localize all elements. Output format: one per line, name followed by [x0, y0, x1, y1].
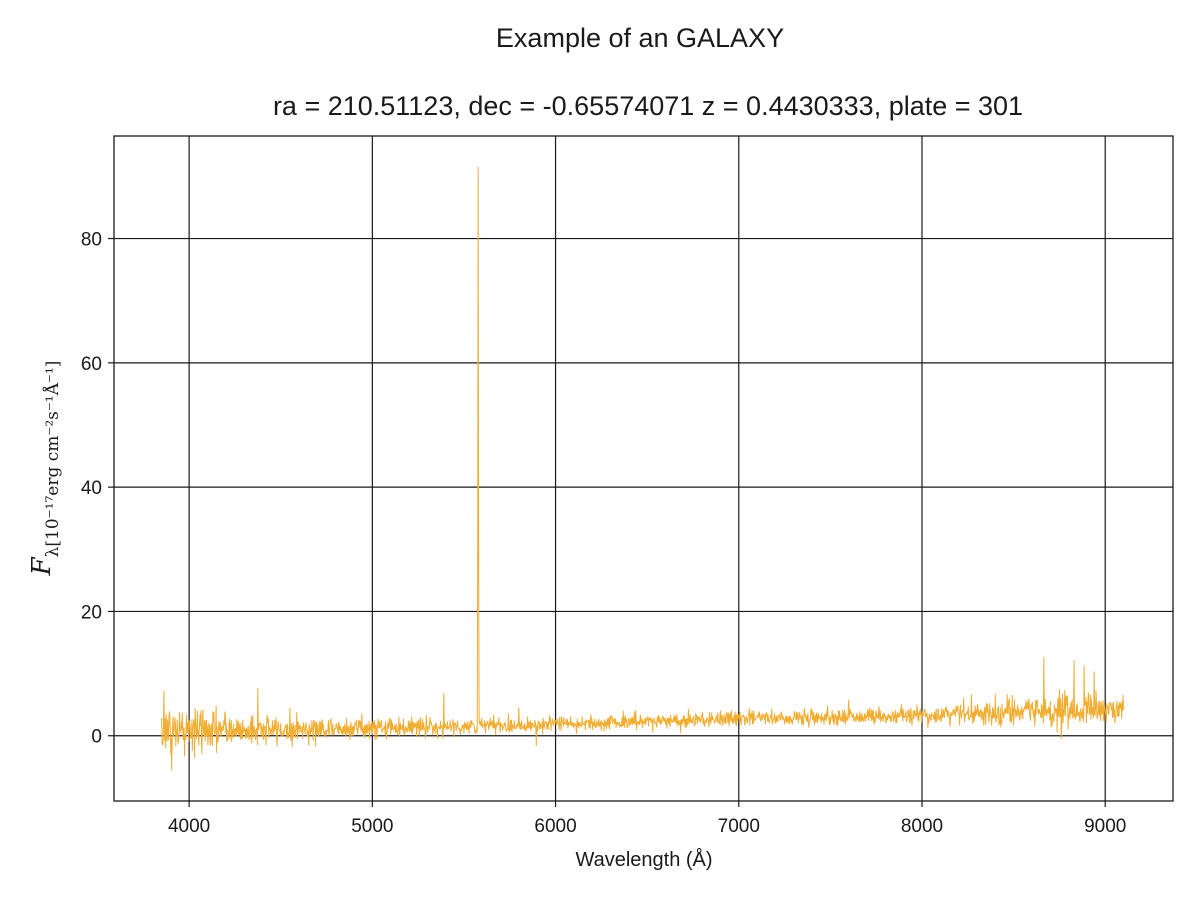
series-layer — [161, 166, 1124, 771]
y-tick-label: 40 — [81, 478, 102, 499]
svg-text:Fλ[10⁻¹⁷erg cm⁻²s⁻¹Å⁻¹]: Fλ[10⁻¹⁷erg cm⁻²s⁻¹Å⁻¹] — [27, 361, 63, 577]
plot-frame — [113, 135, 1174, 802]
x-tick-label: 6000 — [534, 816, 576, 837]
y-tick-label: 0 — [91, 727, 102, 748]
x-tick-label: 7000 — [718, 816, 760, 837]
y-tick-label: 80 — [81, 230, 102, 251]
x-tick-label: 5000 — [351, 816, 393, 837]
y-axis-label-subscript: λ[10⁻¹⁷erg cm⁻²s⁻¹Å⁻¹] — [42, 361, 63, 558]
chart-subtitle: ra = 210.51123, dec = -0.65574071 z = 0.… — [273, 91, 1023, 121]
x-axis-label: Wavelength (Å) — [575, 848, 712, 871]
spectrum-series-line — [161, 166, 1124, 771]
chart-suptitle: Example of an GALAXY — [496, 23, 784, 53]
y-tick-label: 20 — [81, 602, 102, 623]
y-tick-label: 60 — [81, 354, 102, 375]
y-axis-ticks: 0 20 40 60 80 — [81, 230, 114, 748]
x-tick-label: 9000 — [1084, 816, 1126, 837]
x-tick-label: 8000 — [901, 816, 943, 837]
y-axis-label: Fλ[10⁻¹⁷erg cm⁻²s⁻¹Å⁻¹] — [27, 361, 63, 577]
x-axis-ticks: 4000 5000 6000 7000 8000 9000 — [168, 801, 1126, 837]
y-axis-label-symbol: F — [27, 556, 57, 576]
x-tick-label: 4000 — [168, 816, 210, 837]
